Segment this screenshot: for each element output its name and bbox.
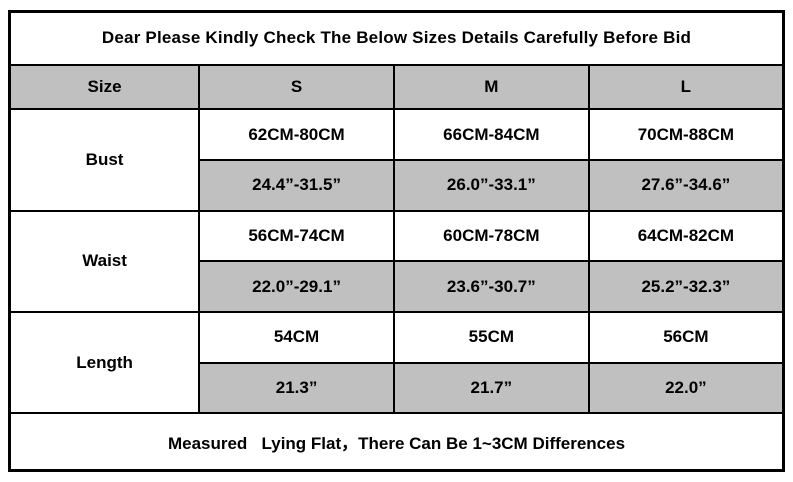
waist-inch-m: 23.6”-30.7” <box>392 260 590 313</box>
header-size-s: S <box>198 63 395 111</box>
header-size-l: L <box>587 63 785 111</box>
header-row: Size S M L <box>8 63 785 111</box>
footer-note: Measured Lying Flat，There Can Be 1~3CM D… <box>8 412 785 472</box>
header-size-m: M <box>392 63 590 111</box>
title-row: Dear Please Kindly Check The Below Sizes… <box>8 10 785 66</box>
bust-inch-m: 26.0”-33.1” <box>392 158 590 212</box>
bust-inch-row: 24.4”-31.5” 26.0”-33.1” 27.6”-34.6” <box>10 158 785 212</box>
waist-cm-row: Waist 56CM-74CM 60CM-78CM 64CM-82CM <box>8 209 785 313</box>
waist-inch-s: 22.0”-29.1” <box>198 260 395 313</box>
waist-cm-m: 60CM-78CM <box>392 209 590 263</box>
length-cm-row: Length 54CM 55CM 56CM <box>8 310 785 415</box>
row-label-bust: Bust <box>8 108 201 212</box>
waist-cm-s: 56CM-74CM <box>198 209 395 263</box>
bust-cm-row: Bust 62CM-80CM 66CM-84CM 70CM-88CM <box>8 108 785 212</box>
waist-inch-l: 25.2”-32.3” <box>587 260 785 313</box>
length-inch-row: 21.3” 21.7” 22.0” <box>10 361 785 415</box>
chart-title: Dear Please Kindly Check The Below Sizes… <box>8 10 785 66</box>
length-cm-s: 54CM <box>198 310 395 364</box>
waist-cm-l: 64CM-82CM <box>587 209 785 263</box>
bust-cm-m: 66CM-84CM <box>392 108 590 161</box>
bust-inch-s: 24.4”-31.5” <box>198 158 395 212</box>
length-inch-l: 22.0” <box>587 361 785 415</box>
row-label-waist: Waist <box>8 209 201 313</box>
header-size-label: Size <box>8 63 201 111</box>
length-inch-s: 21.3” <box>198 361 395 415</box>
size-chart-table: Dear Please Kindly Check The Below Sizes… <box>8 10 785 472</box>
length-inch-m: 21.7” <box>392 361 590 415</box>
footer-row: Measured Lying Flat，There Can Be 1~3CM D… <box>8 412 785 472</box>
length-cm-l: 56CM <box>587 310 785 364</box>
bust-inch-l: 27.6”-34.6” <box>587 158 785 212</box>
row-label-length: Length <box>8 310 201 415</box>
length-cm-m: 55CM <box>392 310 590 364</box>
bust-cm-l: 70CM-88CM <box>587 108 785 161</box>
waist-inch-row: 22.0”-29.1” 23.6”-30.7” 25.2”-32.3” <box>10 260 785 313</box>
bust-cm-s: 62CM-80CM <box>198 108 395 161</box>
